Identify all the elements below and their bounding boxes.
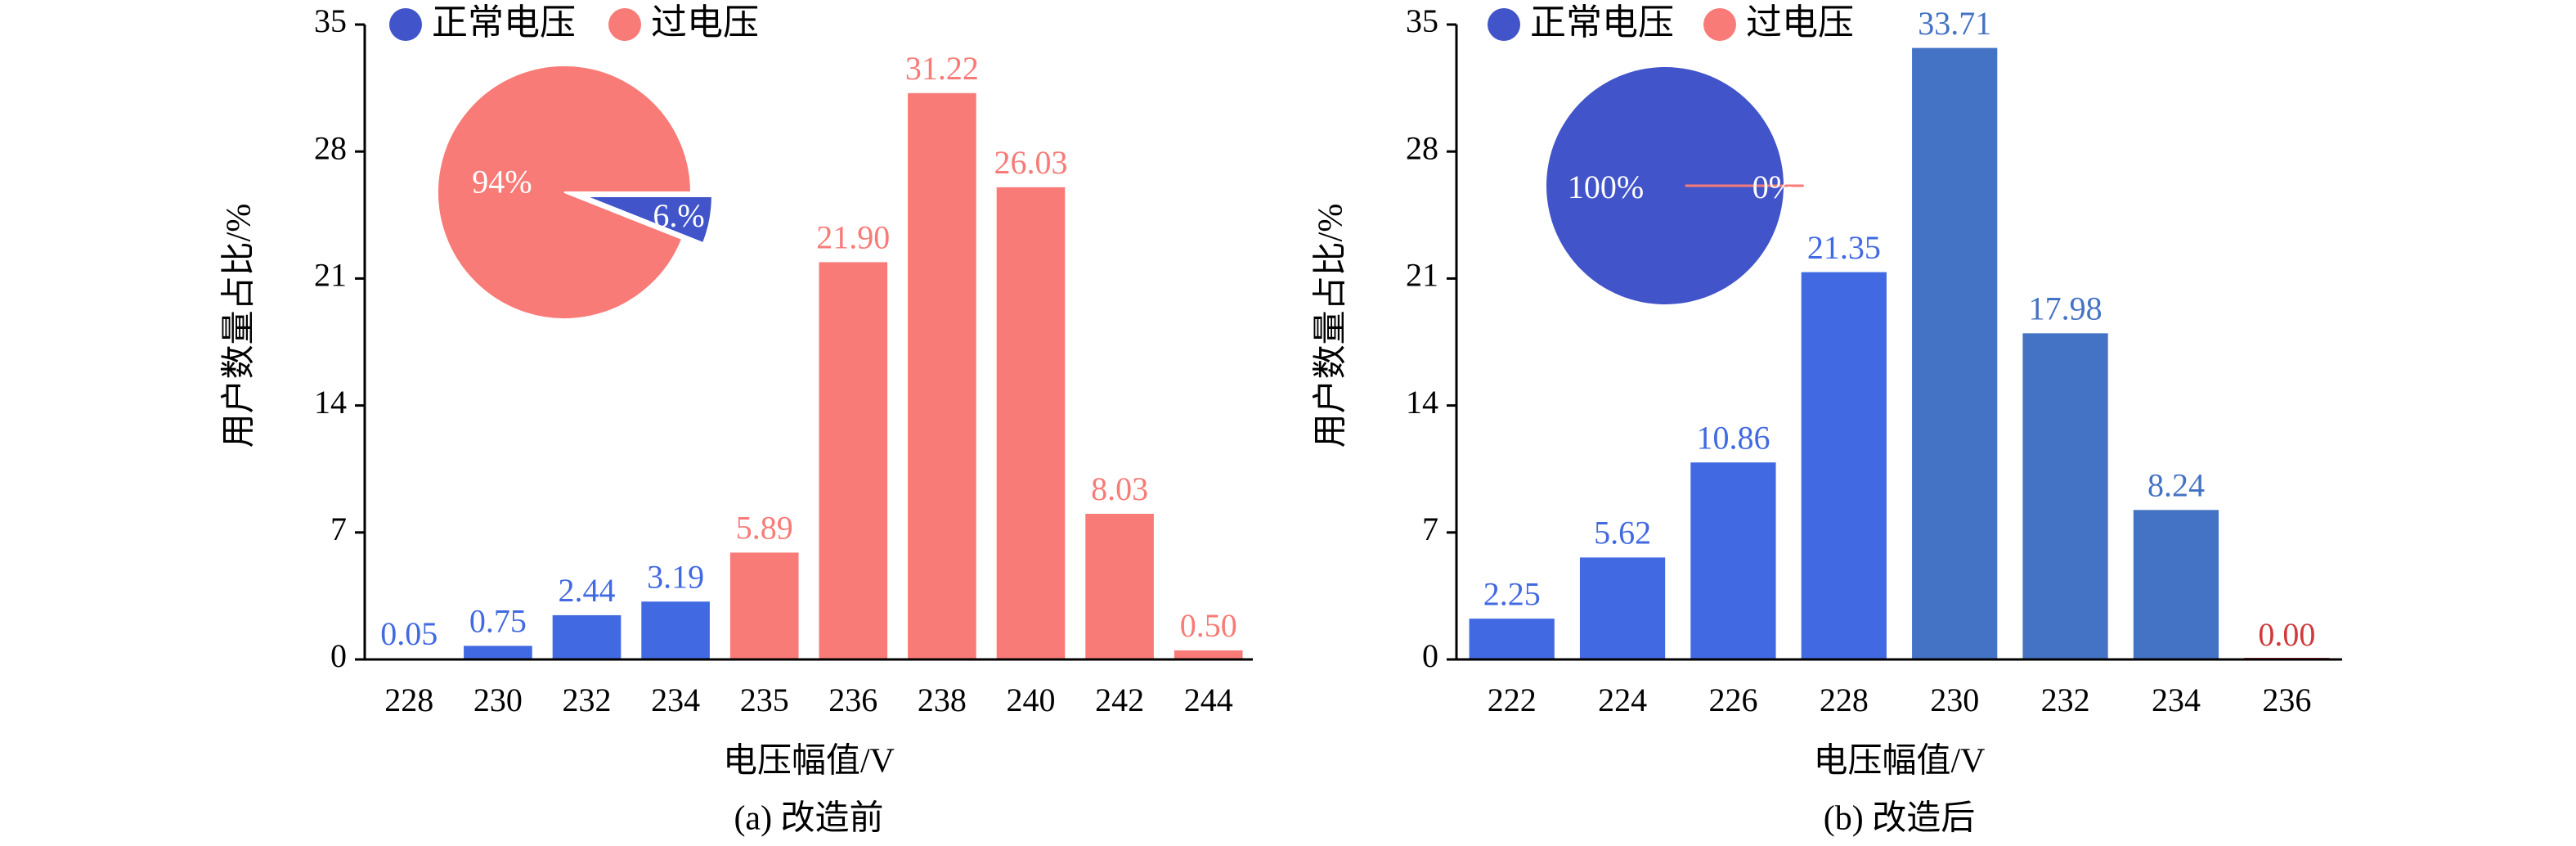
value-label: 8.24 [2147, 466, 2205, 503]
legend-marker [389, 8, 422, 41]
x-tick-label: 234 [2152, 682, 2201, 718]
y-tick-label: 35 [1406, 2, 1438, 39]
y-tick-label: 14 [314, 384, 347, 421]
bar [819, 262, 888, 659]
x-tick-label: 226 [1708, 682, 1757, 718]
y-tick-label: 14 [1406, 384, 1438, 421]
y-tick-label: 7 [330, 511, 347, 547]
pie-label: 6.% [653, 197, 704, 234]
y-tick-label: 28 [314, 129, 347, 166]
legend-marker [608, 8, 641, 41]
x-axis-label: 电压幅值/V [723, 743, 895, 781]
value-label: 21.90 [816, 219, 890, 256]
legend-label: 正常电压 [1530, 2, 1674, 43]
x-tick-label: 228 [1820, 682, 1869, 718]
y-tick-label: 7 [1422, 511, 1438, 547]
value-label: 8.03 [1091, 470, 1148, 507]
y-tick-label: 0 [1422, 637, 1438, 674]
x-tick-label: 240 [1007, 682, 1056, 718]
bar [2133, 510, 2219, 659]
x-tick-label: 236 [828, 682, 877, 718]
y-axis-label: 用户数量占比/% [221, 204, 258, 448]
value-label: 0.05 [380, 615, 438, 652]
x-tick-label: 234 [651, 682, 700, 718]
bar [1690, 462, 1776, 659]
value-label: 5.62 [1594, 515, 1651, 551]
bar [1579, 557, 1666, 659]
x-tick-label: 230 [1930, 682, 1979, 718]
x-tick-label: 224 [1598, 682, 1647, 718]
legend-label: 过电压 [1746, 2, 1854, 43]
x-tick-label: 242 [1095, 682, 1144, 718]
pie-slice [585, 195, 713, 245]
x-axis-label: 电压幅值/V [1813, 743, 1985, 781]
value-label: 0.50 [1180, 607, 1237, 644]
value-label: 21.35 [1807, 229, 1881, 266]
y-tick-label: 21 [314, 257, 347, 294]
value-label: 0.75 [469, 603, 527, 640]
bar [996, 187, 1066, 660]
caption: (a) 改造前 [734, 800, 883, 838]
x-tick-label: 230 [473, 682, 523, 718]
pie-label: 94% [472, 164, 532, 200]
bar [1174, 650, 1243, 659]
x-tick-label: 222 [1488, 682, 1537, 718]
pie-label: 0% [1752, 169, 1796, 205]
value-label: 33.71 [1918, 5, 1991, 42]
value-label: 17.98 [2029, 290, 2103, 327]
legend-label: 正常电压 [432, 2, 576, 43]
bar [1912, 47, 1998, 660]
value-label: 0.00 [2258, 616, 2315, 653]
value-label: 26.03 [994, 144, 1068, 181]
value-label: 31.22 [905, 50, 979, 87]
bar [552, 614, 622, 659]
y-tick-label: 28 [1406, 129, 1438, 166]
legend-marker [1488, 8, 1520, 41]
bar [1801, 272, 1887, 659]
pie-slice [1546, 67, 1784, 304]
x-tick-label: 236 [2262, 682, 2311, 718]
legend-marker [1703, 8, 1736, 41]
x-tick-label: 232 [2041, 682, 2090, 718]
bar [464, 646, 532, 659]
bar [1085, 513, 1154, 659]
y-tick-label: 0 [330, 637, 347, 674]
bar [1469, 619, 1555, 659]
y-tick-label: 35 [314, 2, 347, 39]
y-axis-label: 用户数量占比/% [1313, 204, 1350, 448]
bar [908, 92, 976, 660]
bar [2022, 333, 2108, 659]
bar [641, 601, 710, 659]
x-tick-label: 232 [563, 682, 612, 718]
pie-slice [437, 65, 693, 320]
x-tick-label: 228 [384, 682, 433, 718]
x-tick-label: 235 [740, 682, 789, 718]
value-label: 3.19 [647, 558, 704, 595]
legend-label: 过电压 [651, 2, 759, 43]
y-tick-label: 21 [1406, 257, 1438, 294]
pie-label: 100% [1568, 169, 1644, 205]
x-tick-label: 238 [918, 682, 967, 718]
value-label: 2.44 [559, 572, 616, 609]
caption: (b) 改造后 [1824, 800, 1975, 838]
bar [729, 552, 799, 659]
value-label: 2.25 [1483, 575, 1541, 612]
value-label: 10.86 [1696, 419, 1770, 456]
x-tick-label: 244 [1184, 682, 1233, 718]
value-label: 5.89 [736, 510, 793, 547]
